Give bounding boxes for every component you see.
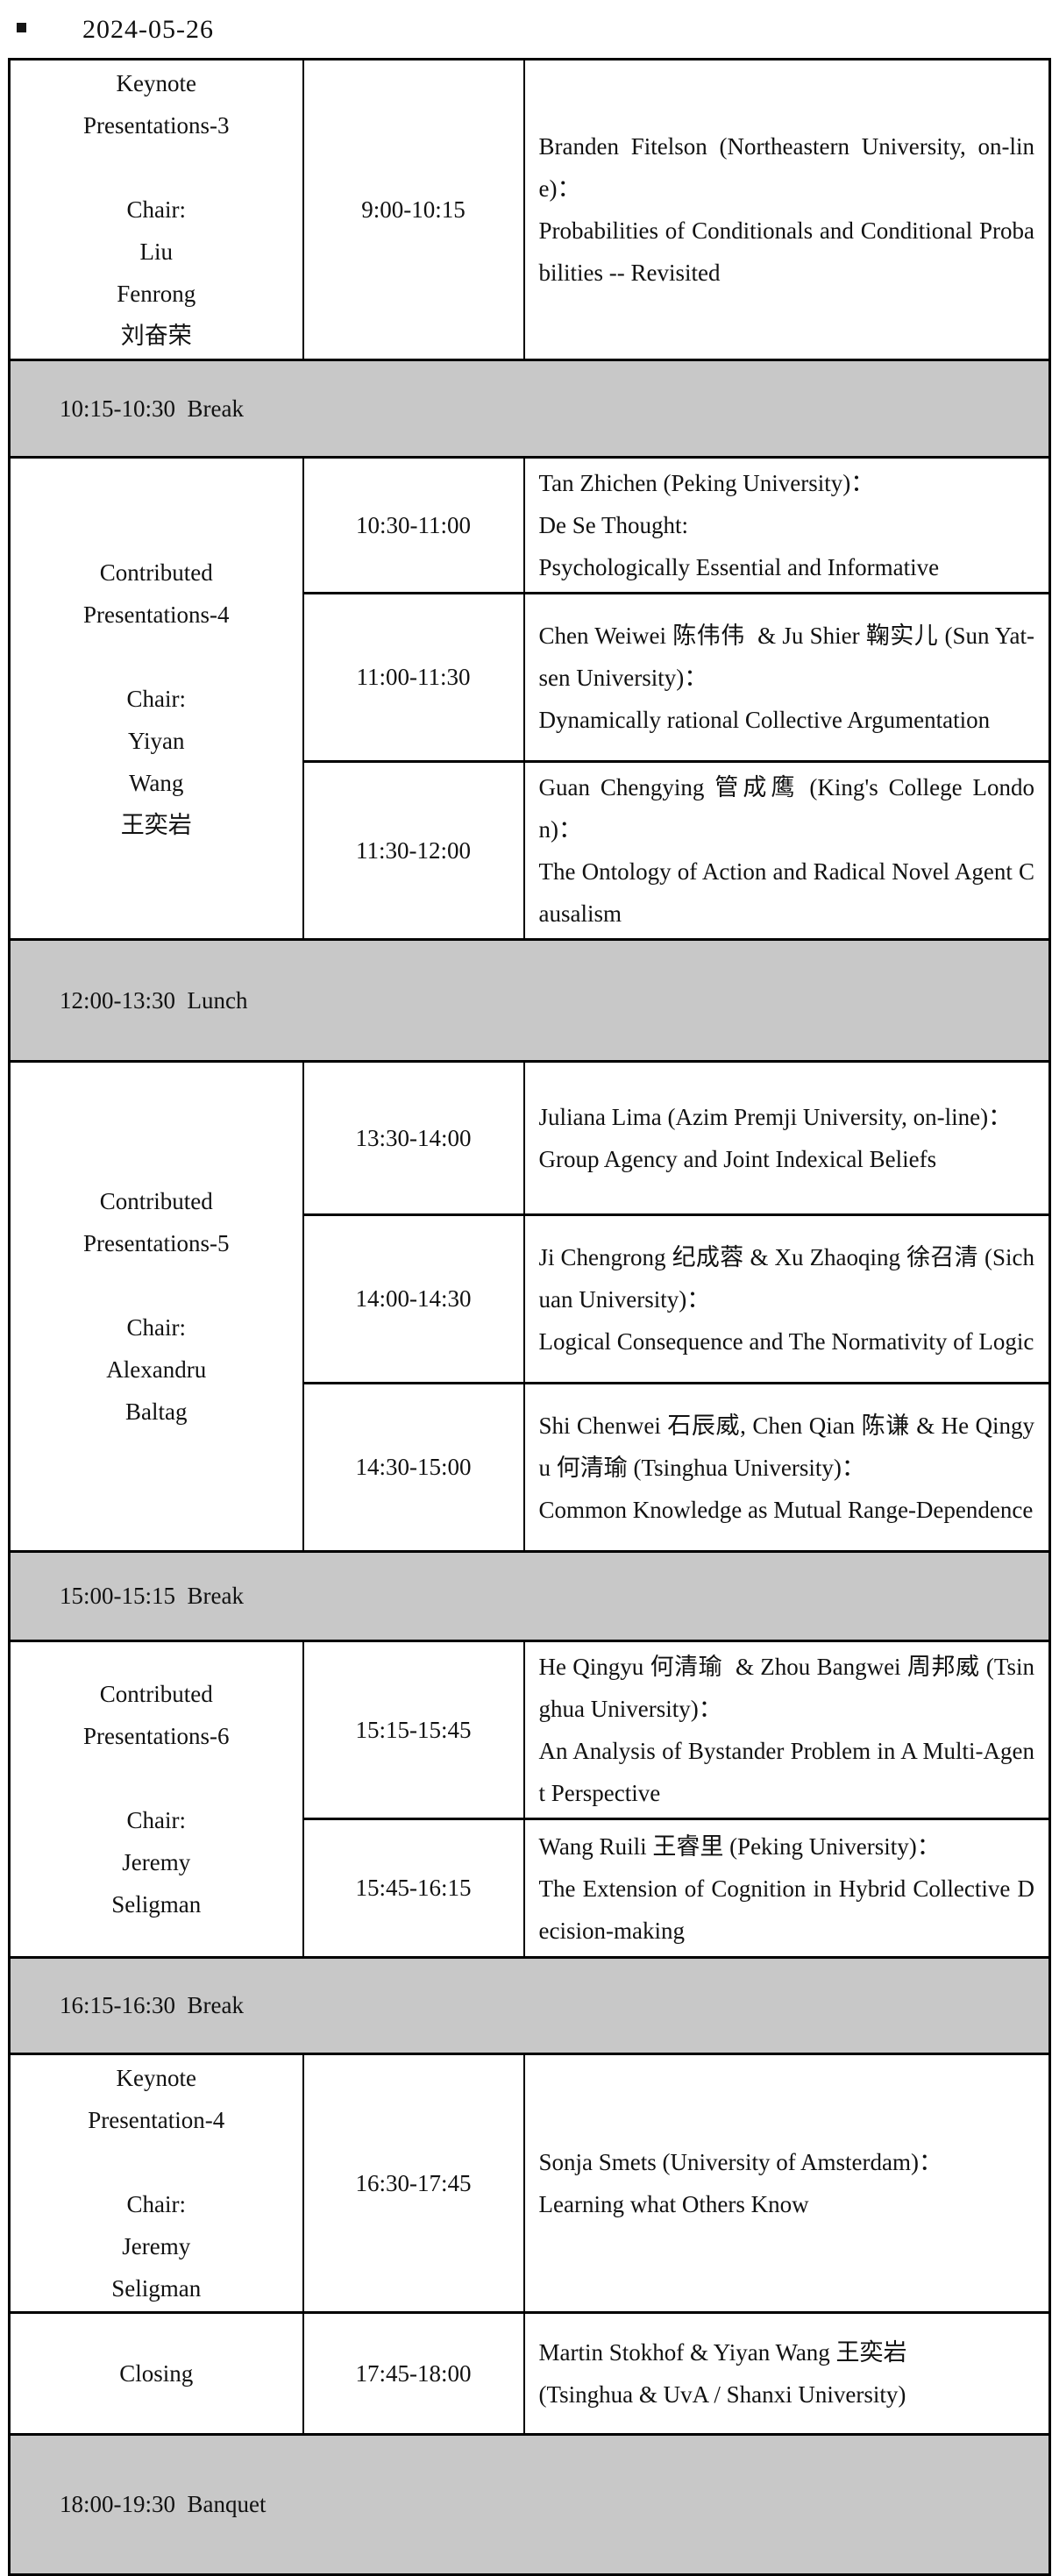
talk-title-text: Learning what Others Know <box>538 2191 809 2217</box>
schedule-table: Keynote Presentations-3 Chair: Liu Fenro… <box>8 58 1051 2576</box>
list-bullet-icon <box>17 23 26 32</box>
session-row: 14:30-15:00 Shi Chenwei 石辰威, Chen Qian 陈… <box>10 1382 1051 1553</box>
session-content: Guan Chengying 管成鹰 (King's College Londo… <box>522 760 1051 941</box>
session-label: Closing <box>8 2311 304 2436</box>
session-content: Tan Zhichen (Peking University)： De Se T… <box>522 456 1051 594</box>
session-label: Contributed Presentations-6 Chair: Jerem… <box>8 1640 304 1959</box>
talk-title-text: An Analysis of Bystander Problem in A Mu… <box>538 1738 1035 1806</box>
session-time: 10:30-11:00 <box>302 456 525 594</box>
break-row: 16:15-16:30 Break <box>8 1956 1051 2055</box>
session-time: 14:30-15:00 <box>302 1382 525 1553</box>
session-row: 11:30-12:00 Guan Chengying 管成鹰 (King's C… <box>10 760 1051 941</box>
speaker-text: Ji Chengrong 纪成蓉 & Xu Zhaoqing 徐召清 (Sich… <box>538 1243 1035 1313</box>
break-row: 15:00-15:15 Break <box>8 1550 1051 1642</box>
session-content: Wang Ruili 王睿里 (Peking University)： The … <box>522 1818 1051 1959</box>
speaker-text: He Qingyu 何清瑜 & Zhou Bangwei 周邦威 (Tsingh… <box>538 1654 1035 1722</box>
break-row: 18:00-19:30 Banquet <box>8 2433 1051 2576</box>
session-row: Contributed Presentations-5 Chair: Alexa… <box>8 1060 1051 1553</box>
session-time: 11:30-12:00 <box>302 760 525 941</box>
break-label: 16:15-16:30 Break <box>8 1956 1051 2055</box>
session-label: Keynote Presentation-4 Chair: Jeremy Sel… <box>8 2053 304 2314</box>
talk-title-text: The Ontology of Action and Radical Novel… <box>538 858 1035 927</box>
session-row: Keynote Presentations-3 Chair: Liu Fenro… <box>8 58 1051 361</box>
break-label: 10:15-10:30 Break <box>8 359 1051 459</box>
talk-title-text: Dynamically rational Collective Argument… <box>538 706 991 733</box>
break-label: 18:00-19:30 Banquet <box>8 2433 1051 2576</box>
session-content: Martin Stokhof & Yiyan Wang 王奕岩 (Tsinghu… <box>522 2311 1051 2436</box>
speaker-text: Wang Ruili 王睿里 (Peking University)： <box>538 1832 941 1860</box>
talk-title-text: Probabilities of Conditionals and Condit… <box>538 217 1035 286</box>
session-label: Contributed Presentations-4 Chair: Yiyan… <box>8 456 304 941</box>
document-header: 2024-05-26 <box>0 0 1052 58</box>
schedule-date: 2024-05-26 <box>82 15 214 44</box>
session-time: 11:00-11:30 <box>302 592 525 763</box>
speaker-text: Branden Fitelson (Northeastern Universit… <box>538 133 1035 202</box>
session-time: 15:45-16:15 <box>302 1818 525 1959</box>
session-row: 15:45-16:15 Wang Ruili 王睿里 (Peking Unive… <box>10 1818 1051 1959</box>
session-content: Shi Chenwei 石辰威, Chen Qian 陈谦 & He Qingy… <box>522 1382 1051 1553</box>
session-time: 13:30-14:00 <box>302 1060 525 1216</box>
speaker-text: Shi Chenwei 石辰威, Chen Qian 陈谦 & He Qingy… <box>538 1412 1035 1481</box>
session-label: Contributed Presentations-5 Chair: Alexa… <box>8 1060 304 1553</box>
session-content: Branden Fitelson (Northeastern Universit… <box>522 58 1051 361</box>
session-time: 17:45-18:00 <box>302 2311 525 2436</box>
session-time: 14:00-14:30 <box>302 1213 525 1384</box>
session-content: He Qingyu 何清瑜 & Zhou Bangwei 周邦威 (Tsingh… <box>522 1640 1051 1820</box>
session-row: 14:00-14:30 Ji Chengrong 纪成蓉 & Xu Zhaoqi… <box>10 1213 1051 1384</box>
talk-title-text: Logical Consequence and The Normativity … <box>538 1327 1034 1355</box>
closing-row: Closing 17:45-18:00 Martin Stokhof & Yiy… <box>8 2311 1051 2436</box>
speaker-text: Chen Weiwei 陈伟伟 & Ju Shier 鞠实儿 (Sun Yat-… <box>538 622 1035 691</box>
talk-title-text: Common Knowledge as Mutual Range-Depende… <box>538 1496 1034 1523</box>
break-label: 12:00-13:30 Lunch <box>8 938 1051 1063</box>
session-row: Keynote Presentation-4 Chair: Jeremy Sel… <box>8 2053 1051 2314</box>
speaker-text: Martin Stokhof & Yiyan Wang 王奕岩 (Tsinghu… <box>538 2339 907 2408</box>
talk-title-text: De Se Thought: Psychologically Essential… <box>538 512 940 580</box>
session-row: Contributed Presentations-6 Chair: Jerem… <box>8 1640 1051 1959</box>
session-row: 11:00-11:30 Chen Weiwei 陈伟伟 & Ju Shier 鞠… <box>10 592 1051 763</box>
break-label: 15:00-15:15 Break <box>8 1550 1051 1642</box>
session-label: Keynote Presentations-3 Chair: Liu Fenro… <box>8 58 304 361</box>
session-time: 9:00-10:15 <box>302 58 525 361</box>
session-row: Contributed Presentations-4 Chair: Yiyan… <box>8 456 1051 941</box>
session-time: 15:15-15:45 <box>302 1640 525 1820</box>
session-content: Ji Chengrong 纪成蓉 & Xu Zhaoqing 徐召清 (Sich… <box>522 1213 1051 1384</box>
session-content: Sonja Smets (University of Amsterdam)： L… <box>522 2053 1051 2314</box>
break-row: 12:00-13:30 Lunch <box>8 938 1051 1063</box>
talk-title-text: Group Agency and Joint Indexical Beliefs <box>538 1146 937 1172</box>
talk-title-text: The Extension of Cognition in Hybrid Col… <box>538 1875 1035 1944</box>
speaker-text: Tan Zhichen (Peking University)： <box>538 470 875 496</box>
session-content: Chen Weiwei 陈伟伟 & Ju Shier 鞠实儿 (Sun Yat-… <box>522 592 1051 763</box>
speaker-text: Juliana Lima (Azim Premji University, on… <box>538 1104 1013 1130</box>
break-row: 10:15-10:30 Break <box>8 359 1051 459</box>
speaker-text: Sonja Smets (University of Amsterdam)： <box>538 2149 942 2175</box>
session-content: Juliana Lima (Azim Premji University, on… <box>522 1060 1051 1216</box>
session-time: 16:30-17:45 <box>302 2053 525 2314</box>
speaker-text: Guan Chengying 管成鹰 (King's College Londo… <box>538 774 1035 843</box>
